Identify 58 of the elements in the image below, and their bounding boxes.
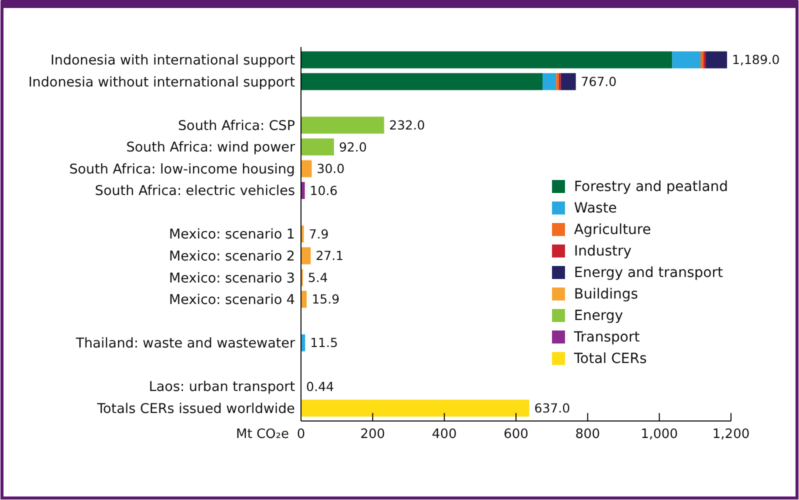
y-tick-label: South Africa: low-income housing [69, 161, 295, 178]
bar [700, 51, 704, 68]
legend-label: Total CERs [573, 350, 647, 367]
legend-label: Energy [574, 308, 624, 324]
x-tick-label: 400 [432, 427, 457, 442]
total-label: 232.0 [389, 118, 425, 133]
bar [301, 138, 334, 156]
legend-label: Energy and transport [574, 264, 724, 281]
x-tick-label: 600 [504, 427, 528, 442]
total-label: 15.9 [312, 292, 340, 307]
bar [301, 73, 543, 90]
total-label: 1,189.0 [732, 52, 780, 68]
y-tick-label: Mexico: scenario 4 [168, 292, 295, 308]
total-label: 7.9 [308, 226, 329, 242]
bar [301, 182, 305, 199]
y-tick-label: South Africa: CSP [178, 118, 295, 134]
y-tick-label: Laos: urban transport [148, 379, 295, 396]
total-label: 92.0 [338, 139, 367, 154]
legend-label: Forestry and peatland [574, 178, 728, 195]
bar [556, 73, 559, 90]
bar [703, 51, 706, 68]
x-tick-label: 800 [575, 427, 600, 442]
bar [672, 51, 701, 68]
total-label: 11.5 [310, 335, 338, 350]
total-label: 10.6 [310, 182, 338, 198]
x-tick-label: 1,000 [640, 427, 678, 442]
bar [301, 160, 312, 178]
y-tick-label: Mexico: scenario 2 [168, 248, 295, 264]
bar [301, 247, 311, 264]
bar [301, 116, 384, 134]
y-tick-label: Mexico: scenario 3 [168, 270, 295, 286]
total-label: 767.0 [580, 74, 617, 89]
legend-label: Buildings [574, 286, 638, 302]
y-tick-label: South Africa: electric vehicles [94, 183, 295, 200]
x-axis-title: Mt CO₂e [236, 427, 289, 442]
y-tick-label: Indonesia with international support [50, 52, 295, 69]
y-tick-label: Indonesia without international support [28, 74, 295, 90]
y-tick-label: Totals CERs issued worldwide [96, 400, 295, 417]
total-label: 27.1 [316, 248, 344, 264]
bar [706, 51, 728, 68]
legend-label: Waste [574, 200, 617, 216]
bar [560, 73, 576, 90]
total-label: 0.44 [306, 378, 334, 394]
y-tick-label: Thailand: waste and wastewater [74, 336, 296, 352]
y-tick-label: Mexico: scenario 1 [168, 226, 295, 243]
legend-label: Agriculture [574, 222, 651, 238]
bar [301, 400, 530, 417]
legend-label: Transport [573, 329, 640, 346]
x-tick-label: 200 [360, 427, 386, 442]
y-tick-label: South Africa: wind power [126, 140, 296, 156]
bar [301, 51, 672, 68]
bar [542, 73, 556, 90]
total-label: 637.0 [534, 400, 570, 416]
total-label: 30.0 [316, 161, 345, 176]
x-tick-label: 0 [296, 427, 306, 442]
total-label: 5.4 [308, 270, 328, 285]
x-tick-label: 1,200 [712, 427, 750, 442]
legend-label: Industry [574, 243, 632, 260]
